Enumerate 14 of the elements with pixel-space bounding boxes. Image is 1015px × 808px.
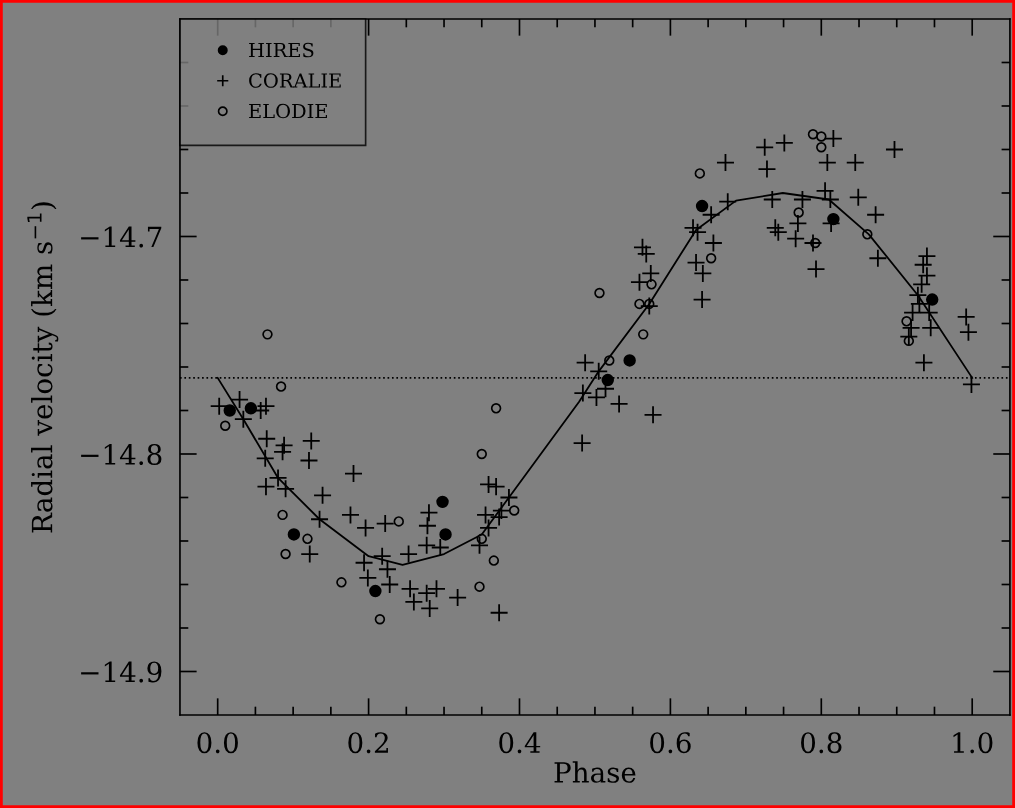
y-tick-label: −14.9 — [81, 661, 162, 683]
x-tick-label: 0.2 — [348, 732, 388, 754]
x-tick-label: 1.0 — [953, 732, 993, 754]
x-tick-label: 0.4 — [499, 732, 541, 754]
y-tick-label: −14.7 — [81, 226, 162, 248]
y-axis-title: Radial velocity (km s$^{−1}$) — [27, 202, 59, 533]
x-axis-title: Phase — [554, 761, 636, 783]
x-tick-label: 0.0 — [197, 732, 238, 754]
x-tick-label: 0.6 — [650, 732, 691, 754]
legend-label: CORALIE — [249, 73, 341, 88]
legend-label: ELODIE — [249, 103, 327, 119]
x-tick-label: 0.8 — [801, 732, 842, 754]
legend-label: HIRES — [249, 42, 314, 58]
y-tick-label: −14.8 — [81, 443, 162, 465]
